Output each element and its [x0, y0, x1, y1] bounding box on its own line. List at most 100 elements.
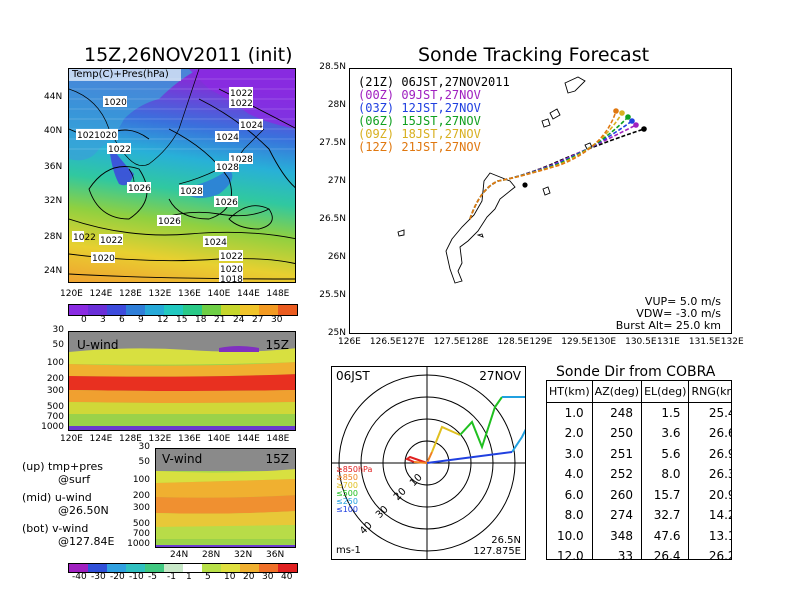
tracking-lat-tick: 25N [327, 328, 346, 338]
pressure-label: 1020 [91, 252, 115, 264]
colorbar-swatch [278, 564, 297, 572]
sonde-table-cell: 2.0 [547, 423, 593, 444]
tracking-lon-tick: 128.5E [497, 337, 529, 347]
tracking-lat-tick: 28N [327, 100, 346, 110]
sonde-track [469, 116, 629, 220]
note-up-level: @surf [58, 473, 91, 486]
v-wind-y-tick: 1000 [127, 539, 150, 549]
svg-text:1022: 1022 [230, 99, 253, 109]
svg-text:1020: 1020 [220, 265, 243, 275]
v-wind-x-tick: 32N [234, 550, 253, 560]
sonde-table-cell: 8.0 [547, 505, 593, 526]
v-wind-y-tick: 300 [132, 503, 150, 513]
cobra-site [522, 182, 528, 188]
colorbar-swatch [202, 305, 221, 315]
tracking-lon-tick: 131.5E [688, 337, 721, 347]
polar-right-label: 27NOV [479, 369, 521, 383]
pressure-label: 1022 [99, 234, 123, 246]
sonde-table-cell: 47.6 [641, 525, 690, 546]
v-wind-x-tick: 28N [202, 550, 221, 560]
sonde-table: HT(km)AZ(deg)EL(deg)RNG(km)1.02481.525.4… [547, 381, 731, 560]
colorbar-swatch [69, 564, 88, 572]
polar-loc-lon: 127.875E [473, 546, 521, 557]
surface-lat-tick: 40N [44, 126, 63, 136]
colorbar-swatch [145, 564, 164, 572]
sonde-table-cell: 1.0 [547, 402, 593, 423]
surface-lat-tick: 32N [44, 196, 63, 206]
tracking-lon-tick: 127.5E [433, 337, 466, 347]
sonde-table-frame: HT(km)AZ(deg)EL(deg)RNG(km)1.02481.525.4… [546, 380, 732, 560]
wind-colorbar-tick: 10 [224, 572, 236, 582]
tracking-param-vdw: VDW= -3.0 m/s [636, 307, 721, 320]
tracking-lon-tick: 131E [657, 337, 680, 347]
svg-text:1024: 1024 [204, 238, 227, 248]
sonde-table-cell: 26.2 [708, 549, 731, 560]
pressure-label: 1022 [107, 143, 131, 155]
u-wind-y-tick: 200 [46, 374, 64, 384]
pressure-label: 1028 [229, 153, 253, 165]
wind-colorbar-tick: -5 [148, 572, 157, 582]
v-wind-y-tick: 500 [132, 519, 150, 529]
sonde-table-cell: 32.7 [641, 505, 690, 526]
surface-lon-tick: 148E [266, 289, 290, 299]
temperature-colorbar-tick: 18 [195, 315, 207, 325]
v-wind-x-tick: 36N [266, 550, 285, 560]
pressure-label: 1026 [214, 196, 238, 208]
sonde-table-header: HT(km)AZ(deg)EL(deg)RNG(km) [547, 381, 731, 403]
surface-lon-tick: 144E [237, 289, 260, 299]
svg-text:1026: 1026 [158, 217, 181, 227]
note-mid: (mid) u-wind [22, 491, 92, 504]
polar-legend-entry: ≥850 [336, 473, 358, 482]
sonde-table-cell: 251 [592, 443, 643, 464]
u-wind-x-tick: 132E [148, 434, 172, 444]
tracking-legend-entry: (03Z) 12JST,27NOV [358, 101, 481, 115]
colorbar-swatch [69, 305, 88, 315]
sonde-table-header-cell: RNG(km) [688, 381, 731, 403]
tracking-legend-entry: (09Z) 18JST,27NOV [358, 127, 481, 141]
wind-colorbar-tick: -40 [72, 572, 87, 582]
pressure-label: 1024 [203, 236, 227, 248]
sonde-table-cell: 14.2 [708, 508, 731, 523]
svg-text:1026: 1026 [215, 198, 238, 208]
sonde-table-cell: 252 [592, 464, 643, 485]
u-wind-y-tick: 30 [52, 325, 64, 335]
tracking-lat-tick: 27N [327, 176, 346, 186]
v-wind-y-tick: 700 [132, 529, 150, 539]
colorbar-swatch [221, 564, 240, 572]
sonde-table-cell: 33 [592, 546, 643, 559]
sonde-table-cell: 13.1 [708, 528, 731, 543]
wind-colorbar-tick: -1 [167, 572, 176, 582]
u-wind-x-tick: 140E [207, 434, 231, 444]
note-bot-level: @127.84E [58, 535, 115, 548]
sonde-table-cell: 248 [592, 402, 643, 423]
sonde-table-cell: 8.0 [641, 464, 690, 485]
tracking-lat-tick: 26N [327, 252, 346, 262]
colorbar-swatch [164, 305, 183, 315]
sonde-table-cell: 25.4 [708, 405, 731, 420]
wind-colorbar-tick: 5 [205, 572, 211, 582]
colorbar-swatch [221, 305, 240, 315]
tracking-lat-tick: 26.5N [319, 214, 346, 224]
temperature-colorbar-tick: 3 [100, 315, 106, 325]
polar-loc-lat: 26.5N [491, 535, 521, 546]
surface-lon-tick: 140E [207, 289, 231, 299]
u-wind-y-tick: 300 [46, 386, 64, 396]
sonde-table-cell: 20.9 [708, 487, 731, 502]
surface-lon-tick: 136E [178, 289, 201, 299]
sonde-track [469, 110, 617, 220]
sonde-track-end [641, 126, 647, 132]
sonde-table-cell: 250 [592, 423, 643, 444]
v-wind-section: V-wind 15Z [155, 448, 296, 548]
surface-lat-tick: 44N [44, 92, 63, 102]
v-wind-y-tick: 200 [132, 491, 150, 501]
sonde-table-title: Sonde Dir from COBRA [556, 364, 716, 380]
note-up: (up) tmp+pres [22, 460, 104, 473]
temperature-colorbar [68, 304, 298, 316]
pressure-label: 1028 [179, 185, 203, 197]
tracks [469, 108, 647, 220]
svg-text:1028: 1028 [216, 163, 239, 173]
sonde-table-cell: 26.4 [641, 546, 690, 559]
sonde-table-cell: 26.6 [708, 426, 731, 441]
